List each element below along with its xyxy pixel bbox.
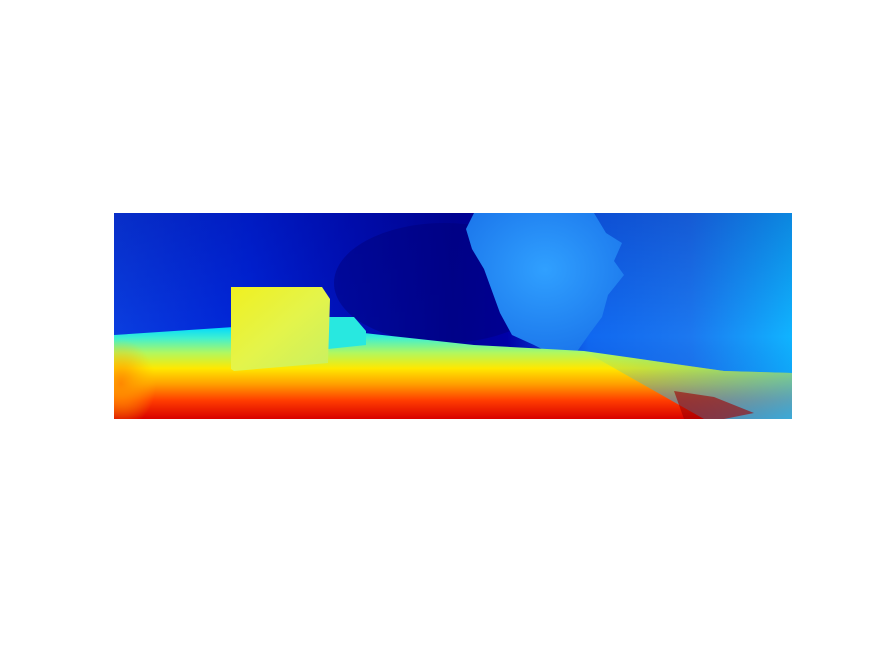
plant-blob-region — [466, 213, 624, 355]
box-side-region — [328, 317, 366, 349]
depth-map-image — [114, 213, 792, 419]
box-region — [231, 287, 330, 371]
depth-map-svg — [114, 213, 792, 419]
